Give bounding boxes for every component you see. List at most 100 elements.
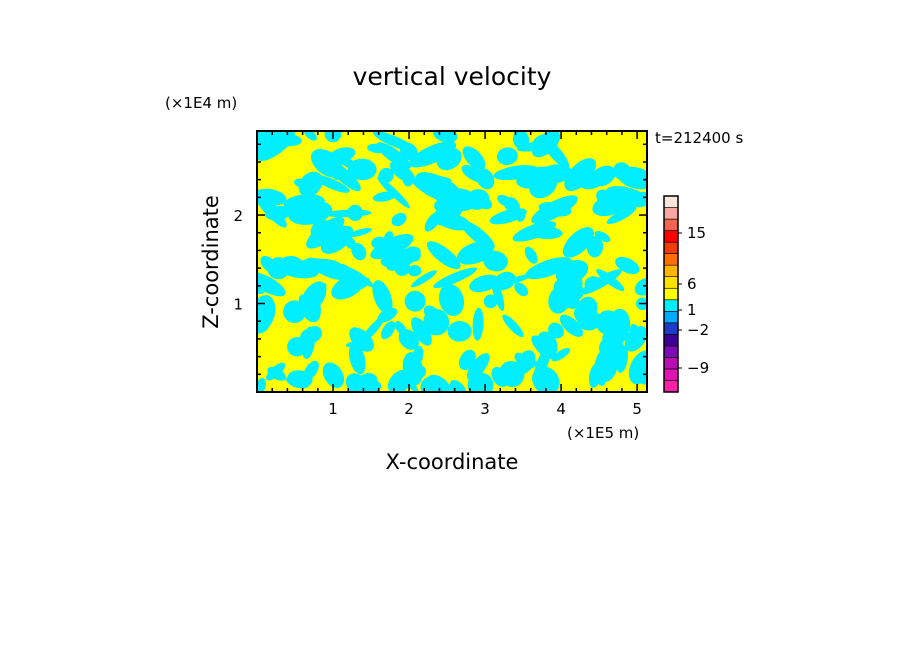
negative-velocity-region <box>559 314 584 337</box>
negative-velocity-region <box>257 188 287 206</box>
negative-velocity-region <box>257 377 266 392</box>
negative-velocity-region <box>334 156 368 173</box>
colorbar-segment <box>663 357 679 370</box>
colorbar-label: −9 <box>687 359 709 377</box>
negative-velocity-region <box>380 321 396 340</box>
x-tick-label: 3 <box>480 400 490 418</box>
negative-velocity-region <box>348 342 366 375</box>
negative-velocity-region <box>447 321 472 342</box>
negative-velocity-region <box>551 348 571 362</box>
negative-velocity-region <box>257 295 276 332</box>
colorbar-segment <box>663 264 679 278</box>
negative-velocity-region <box>633 191 647 201</box>
colorbar-label: 6 <box>687 275 697 293</box>
negative-velocity-region <box>524 246 538 264</box>
negative-velocity-region <box>380 257 392 268</box>
negative-velocity-region <box>606 206 637 225</box>
negative-velocity-region <box>436 148 462 171</box>
negative-velocity-region <box>461 164 486 183</box>
colorbar-segment <box>663 230 679 243</box>
negative-velocity-region <box>349 227 372 237</box>
negative-velocity-region <box>502 314 524 338</box>
negative-velocity-region <box>548 322 564 339</box>
negative-velocity-region <box>466 353 490 381</box>
negative-velocity-region <box>514 352 524 362</box>
negative-velocity-region <box>491 366 508 387</box>
negative-velocity-region <box>371 236 387 249</box>
chart-title: vertical velocity <box>353 62 552 91</box>
negative-velocity-region <box>595 310 620 335</box>
negative-velocity-region <box>634 277 647 296</box>
negative-velocity-region <box>394 321 407 336</box>
colorbar-segment <box>663 253 679 266</box>
colorbar-segment <box>663 345 679 358</box>
negative-velocity-region <box>496 147 518 166</box>
field-blobs <box>257 131 647 392</box>
negative-velocity-region <box>387 369 412 392</box>
negative-velocity-region <box>426 241 461 270</box>
x-unit-label: (×1E5 m) <box>567 424 639 442</box>
negative-velocity-region <box>424 184 434 196</box>
negative-velocity-region <box>433 131 458 143</box>
colorbar-segment <box>663 218 679 231</box>
y-unit-label: (×1E4 m) <box>165 94 237 112</box>
negative-velocity-region <box>531 195 578 224</box>
negative-velocity-region <box>525 257 572 280</box>
negative-velocity-region <box>613 162 632 181</box>
negative-velocity-region <box>376 142 411 169</box>
negative-velocity-region <box>514 282 529 297</box>
negative-velocity-region <box>305 257 346 280</box>
negative-velocity-region <box>409 141 457 168</box>
negative-velocity-region <box>411 178 455 204</box>
colorbar-frame <box>663 195 679 393</box>
negative-velocity-region <box>491 276 505 312</box>
negative-velocity-region <box>492 273 535 289</box>
colorbar-segment <box>663 334 679 347</box>
negative-velocity-region <box>298 294 316 322</box>
x-tick-label: 4 <box>556 400 566 418</box>
negative-velocity-region <box>260 255 278 273</box>
negative-velocity-region <box>389 161 416 184</box>
negative-velocity-region <box>472 307 484 341</box>
negative-velocity-region <box>512 131 530 150</box>
negative-velocity-region <box>596 189 613 206</box>
negative-velocity-region <box>432 324 447 331</box>
negative-velocity-region <box>407 264 422 277</box>
negative-velocity-region <box>257 131 296 161</box>
negative-velocity-region <box>374 240 410 255</box>
negative-velocity-region <box>280 263 319 279</box>
negative-velocity-region <box>489 208 527 225</box>
negative-velocity-region <box>322 362 345 388</box>
negative-velocity-region <box>584 276 601 291</box>
negative-velocity-region <box>629 323 643 346</box>
negative-velocity-region <box>577 296 598 320</box>
negative-velocity-region <box>497 194 513 207</box>
negative-velocity-region <box>266 362 286 381</box>
negative-velocity-region <box>404 290 426 312</box>
negative-velocity-region <box>538 164 573 184</box>
y-axis-title: Z-coordinate <box>199 195 223 329</box>
negative-velocity-region <box>326 219 345 241</box>
negative-velocity-region <box>449 379 467 392</box>
negative-velocity-region <box>493 165 539 181</box>
negative-velocity-region <box>433 267 477 289</box>
negative-velocity-region <box>355 372 378 392</box>
negative-velocity-region <box>265 205 292 221</box>
time-label: t=212400 s <box>655 129 743 147</box>
plot-frame <box>256 130 648 393</box>
colorbar: −9 −2 1 6 15 <box>663 195 709 393</box>
negative-velocity-region <box>533 346 551 383</box>
colorbar-segment <box>663 287 679 301</box>
negative-velocity-region <box>349 277 371 291</box>
negative-velocity-region <box>562 227 594 258</box>
negative-velocity-region <box>293 178 312 189</box>
negative-velocity-region <box>411 345 424 369</box>
colorbar-segment <box>663 195 679 208</box>
negative-velocity-region <box>399 142 418 161</box>
negative-velocity-region <box>616 345 629 373</box>
negative-velocity-region <box>555 259 589 285</box>
negative-velocity-region <box>594 367 606 386</box>
x-axis-title: X-coordinate <box>386 450 519 474</box>
negative-velocity-region <box>630 361 647 384</box>
colorbar-segment <box>663 368 679 381</box>
